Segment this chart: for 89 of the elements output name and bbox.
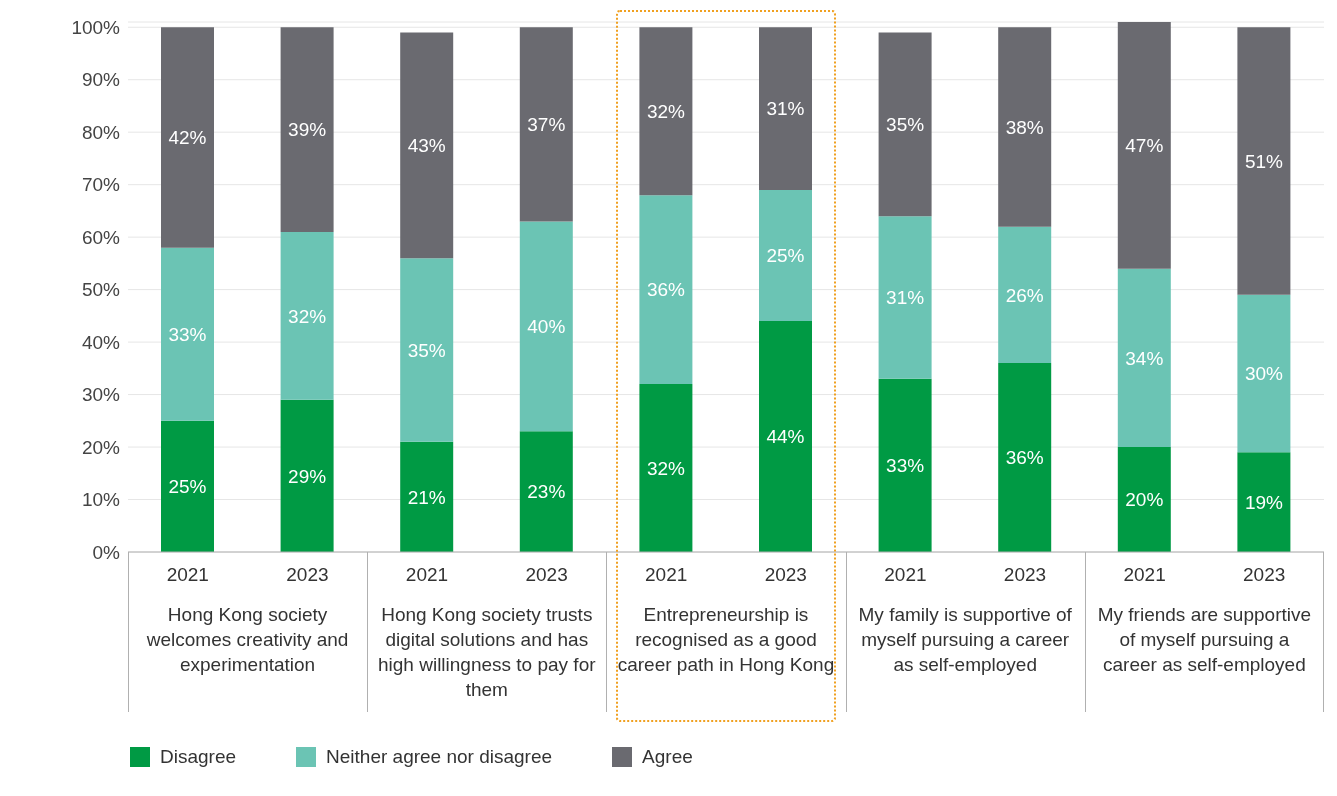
x-tick-label: 2021 xyxy=(1123,564,1166,586)
bar xyxy=(1237,294,1291,453)
data-label: 33% xyxy=(168,323,207,345)
legend-label: Agree xyxy=(642,746,693,768)
x-tick-label: 2023 xyxy=(1003,564,1047,586)
data-label: 25% xyxy=(168,476,207,498)
data-label: 21% xyxy=(407,486,446,508)
data-label: 40% xyxy=(527,316,566,338)
bar xyxy=(998,27,1052,227)
data-label: 32% xyxy=(646,100,686,122)
y-tick-label: 50% xyxy=(81,279,121,301)
data-label: 31% xyxy=(766,98,805,120)
bar xyxy=(998,226,1052,364)
bar xyxy=(280,27,334,232)
bar xyxy=(161,420,214,552)
x-tick-label: 2021 xyxy=(405,564,449,586)
data-label: 38% xyxy=(1005,116,1044,138)
bar xyxy=(639,384,693,552)
data-label: 32% xyxy=(646,457,686,479)
data-label: 44% xyxy=(766,426,805,448)
bar xyxy=(1237,27,1291,295)
x-tick-label: 2023 xyxy=(286,564,329,586)
data-label: 42% xyxy=(168,127,207,149)
bar xyxy=(161,27,214,248)
data-label: 31% xyxy=(886,287,925,309)
bar xyxy=(639,27,693,196)
data-label: 30% xyxy=(1244,363,1284,385)
text: Entrepreneurship is recognised as a good career path in Hong Kong xyxy=(616,603,836,677)
bar xyxy=(280,399,334,552)
legend-label: Neither agree nor disagree xyxy=(326,746,553,768)
data-label: 35% xyxy=(886,114,925,136)
y-tick-label: 0% xyxy=(92,541,121,563)
legend-label: Disagree xyxy=(160,746,237,768)
y-tick-label: 60% xyxy=(81,226,121,248)
x-tick-label: 2023 xyxy=(1243,564,1286,586)
x-tick-label: 2021 xyxy=(645,564,688,586)
bar xyxy=(400,441,454,552)
data-label: 23% xyxy=(527,481,566,503)
bar xyxy=(878,32,932,217)
y-tick-label: 90% xyxy=(81,69,121,91)
y-tick-label: 30% xyxy=(81,384,121,406)
bar xyxy=(998,363,1052,552)
x-tick-label: 2021 xyxy=(884,564,927,586)
data-label: 51% xyxy=(1244,150,1284,172)
y-tick-label: 100% xyxy=(71,16,121,38)
data-label: 43% xyxy=(407,135,446,157)
bar xyxy=(878,216,932,379)
data-label: 39% xyxy=(288,119,327,141)
x-tick-label: 2023 xyxy=(525,564,568,586)
y-tick-label: 70% xyxy=(81,174,121,196)
y-tick-label: 20% xyxy=(81,436,121,458)
x-tick-label: 2023 xyxy=(764,564,807,586)
data-label: 25% xyxy=(766,245,805,267)
bar xyxy=(519,221,573,432)
data-label: 35% xyxy=(407,339,446,361)
data-label: 34% xyxy=(1125,347,1164,369)
bar xyxy=(1117,268,1171,448)
data-label: 36% xyxy=(1005,447,1044,469)
x-tick-label: 2021 xyxy=(166,564,209,586)
bar xyxy=(161,247,214,421)
bar xyxy=(878,378,932,552)
data-label: 47% xyxy=(1125,135,1164,157)
y-tick-label: 80% xyxy=(81,121,121,143)
bar xyxy=(519,27,573,222)
text: Hong Kong society welcomes creativity and experimentation xyxy=(145,603,350,677)
data-label: 19% xyxy=(1244,491,1284,513)
data-label: 26% xyxy=(1005,284,1044,306)
data-label: 37% xyxy=(527,114,566,136)
bar xyxy=(1117,447,1171,552)
bar xyxy=(1117,22,1171,269)
bar xyxy=(759,27,812,190)
bar xyxy=(639,195,693,385)
bar xyxy=(759,189,812,322)
y-tick-label: 10% xyxy=(81,489,121,511)
y-tick-label: 40% xyxy=(81,331,121,353)
bar xyxy=(280,231,334,400)
bar xyxy=(759,321,812,552)
data-label: 32% xyxy=(288,305,327,327)
bar xyxy=(400,32,454,259)
bar xyxy=(400,258,454,442)
bar xyxy=(519,431,573,552)
data-label: 20% xyxy=(1125,489,1164,511)
data-label: 29% xyxy=(288,465,327,487)
data-label: 36% xyxy=(646,279,686,301)
data-label: 33% xyxy=(886,455,925,477)
text: My friends are supportive of myself pursuing a career as self-employed xyxy=(1096,603,1313,677)
text: Hong Kong society trusts digital solutions and has high willingness to pay for them xyxy=(377,603,597,702)
bar xyxy=(1237,452,1291,552)
text: My family is supportive of myself pursuing a career as self-employed xyxy=(857,603,1073,677)
